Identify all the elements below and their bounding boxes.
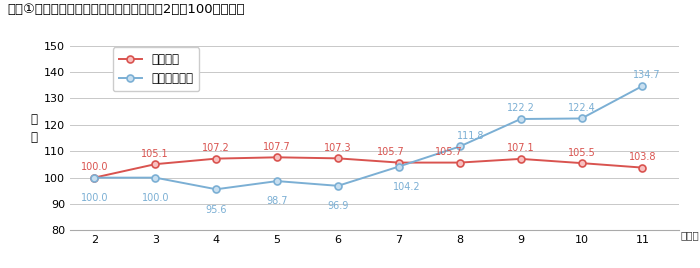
消費支出 bbox=[638, 166, 647, 169]
Text: 100.0: 100.0 bbox=[141, 193, 169, 203]
Text: 105.1: 105.1 bbox=[141, 149, 169, 159]
情報通信支出 bbox=[638, 84, 647, 88]
Text: 107.2: 107.2 bbox=[202, 143, 230, 153]
Text: 96.9: 96.9 bbox=[328, 201, 349, 211]
Text: 指
数: 指 数 bbox=[30, 113, 37, 144]
消費支出 bbox=[273, 156, 281, 159]
Text: 図表①　消費支出と情報通信支出の変化（2年を100とする）: 図表① 消費支出と情報通信支出の変化（2年を100とする） bbox=[7, 3, 244, 16]
情報通信支出 bbox=[273, 180, 281, 183]
情報通信支出 bbox=[456, 145, 464, 148]
情報通信支出 bbox=[334, 184, 342, 187]
Text: 107.7: 107.7 bbox=[263, 142, 291, 152]
消費支出 bbox=[334, 157, 342, 160]
Text: 105.7: 105.7 bbox=[377, 147, 405, 157]
情報通信支出 bbox=[517, 117, 525, 121]
Text: 134.7: 134.7 bbox=[633, 70, 660, 80]
Legend: 消費支出, 情報通信支出: 消費支出, 情報通信支出 bbox=[113, 47, 200, 91]
消費支出 bbox=[517, 157, 525, 161]
消費支出 bbox=[90, 176, 99, 179]
消費支出 bbox=[151, 163, 160, 166]
情報通信支出 bbox=[151, 176, 160, 179]
Text: 100.0: 100.0 bbox=[80, 162, 108, 172]
Text: 100.0: 100.0 bbox=[80, 193, 108, 203]
Text: 122.2: 122.2 bbox=[507, 103, 535, 113]
Text: 122.4: 122.4 bbox=[568, 103, 596, 113]
Line: 消費支出: 消費支出 bbox=[91, 154, 646, 181]
情報通信支出 bbox=[212, 188, 220, 191]
Text: 98.7: 98.7 bbox=[266, 196, 288, 206]
情報通信支出 bbox=[578, 117, 586, 120]
Text: 104.2: 104.2 bbox=[393, 182, 421, 192]
消費支出 bbox=[395, 161, 403, 164]
情報通信支出 bbox=[395, 165, 403, 168]
Text: （年）: （年） bbox=[680, 230, 699, 240]
Text: 107.3: 107.3 bbox=[324, 143, 352, 153]
消費支出 bbox=[212, 157, 220, 160]
情報通信支出 bbox=[90, 176, 99, 179]
Text: 107.1: 107.1 bbox=[507, 143, 535, 153]
Text: 105.5: 105.5 bbox=[568, 148, 596, 158]
Text: 105.7: 105.7 bbox=[435, 147, 463, 157]
Text: 111.8: 111.8 bbox=[457, 131, 484, 141]
Text: 103.8: 103.8 bbox=[629, 152, 656, 162]
Line: 情報通信支出: 情報通信支出 bbox=[91, 83, 646, 193]
消費支出 bbox=[578, 162, 586, 165]
消費支出 bbox=[456, 161, 464, 164]
Text: 95.6: 95.6 bbox=[205, 204, 227, 215]
